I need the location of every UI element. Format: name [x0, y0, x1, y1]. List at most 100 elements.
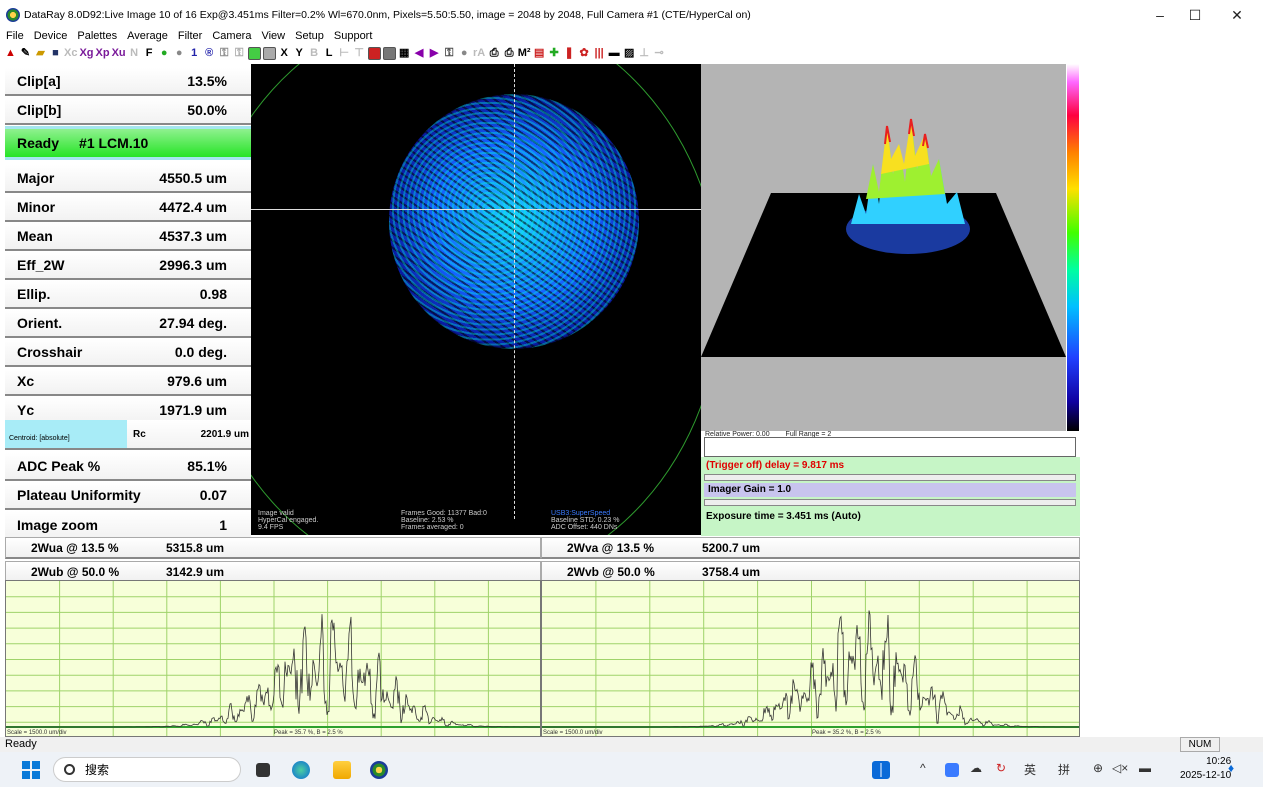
edge-browser-icon[interactable]: [292, 761, 310, 779]
ready-status-row[interactable]: Ready #1 LCM.10: [5, 126, 251, 160]
settings-icon[interactable]: ✿: [579, 47, 589, 59]
profile-plot-u[interactable]: Scale = 1500.0 um/div Peak = 35.7 %, B =…: [5, 580, 541, 737]
crosshair-icon[interactable]: ✚: [549, 47, 559, 59]
major-row[interactable]: Major 4550.5 um: [5, 165, 251, 193]
ra-button[interactable]: rA: [473, 47, 486, 59]
weight-icon[interactable]: ⊥: [639, 47, 649, 59]
ellip-row[interactable]: Ellip. 0.98: [5, 281, 251, 309]
x-button[interactable]: X: [280, 47, 288, 59]
notification-bell-icon[interactable]: ♦: [1228, 761, 1235, 775]
trigger-delay-slider[interactable]: [704, 474, 1076, 481]
close-button[interactable]: ✕: [1231, 6, 1243, 23]
menu-view[interactable]: View: [261, 30, 286, 42]
ime-lang-indicator[interactable]: 英: [1024, 763, 1037, 777]
graph-icon[interactable]: ▨: [623, 47, 635, 59]
ime-mode-indicator[interactable]: 拼: [1058, 763, 1071, 777]
green-square-icon[interactable]: [247, 47, 261, 60]
b-button[interactable]: B: [310, 47, 319, 59]
chevron-up-icon[interactable]: ^: [920, 761, 926, 775]
arrow-left-icon[interactable]: ◀: [414, 47, 424, 59]
pencil-icon[interactable]: ✎: [20, 47, 31, 59]
arrow-right-icon[interactable]: ▶: [429, 47, 439, 59]
mean-row[interactable]: Mean 4537.3 um: [5, 223, 251, 251]
xp-button[interactable]: Xp: [95, 47, 110, 59]
open-folder-icon[interactable]: ▰: [36, 47, 45, 59]
gray-circle-icon[interactable]: ●: [175, 47, 183, 59]
xg-button[interactable]: Xg: [79, 47, 94, 59]
speaker-muted-icon[interactable]: ◁×: [1112, 761, 1129, 775]
save-disk-icon[interactable]: ■: [52, 47, 59, 59]
wub-row[interactable]: 2Wub @ 50.0 % 3142.9 um: [5, 561, 541, 583]
color-bar-icon[interactable]: ▬: [608, 47, 620, 59]
wua-row[interactable]: 2Wua @ 13.5 % 5315.8 um: [5, 537, 541, 559]
task-view-icon[interactable]: [256, 763, 270, 777]
battery-icon[interactable]: ▬: [1139, 761, 1151, 775]
crosshair-vertical[interactable]: [514, 64, 515, 519]
bars-icon[interactable]: |||: [594, 47, 604, 59]
unlock-icon[interactable]: ⚿: [234, 47, 244, 59]
menu-setup[interactable]: Setup: [295, 30, 324, 42]
menu-support[interactable]: Support: [333, 30, 373, 42]
f-button[interactable]: F: [145, 47, 153, 59]
sync-icon[interactable]: ↻: [996, 761, 1007, 775]
clock[interactable]: 10:26 2025-12-10: [1180, 755, 1231, 783]
menu-palettes[interactable]: Palettes: [77, 30, 118, 42]
adc-peak-row[interactable]: ADC Peak % 85.1%: [5, 453, 251, 481]
one-button[interactable]: 1: [191, 47, 198, 59]
widgets-icon[interactable]: [872, 761, 890, 779]
grid-icon[interactable]: ▦: [398, 47, 410, 59]
r-circle-icon[interactable]: ®: [205, 47, 214, 59]
xc-row[interactable]: Xc 979.6 um: [5, 368, 251, 396]
bracket-v-icon[interactable]: ⊤: [354, 47, 364, 59]
minor-row[interactable]: Minor 4472.4 um: [5, 194, 251, 222]
clip-b-row[interactable]: Clip[b] 50.0%: [5, 97, 251, 125]
y-button[interactable]: Y: [295, 47, 303, 59]
dataray-taskbar-icon[interactable]: [370, 761, 388, 779]
crosshair-row[interactable]: Crosshair 0.0 deg.: [5, 339, 251, 367]
chart-icon[interactable]: ▤: [533, 47, 545, 59]
centroid-mode-label[interactable]: Centroid: [absolute]: [5, 420, 127, 448]
beam-image-view[interactable]: Image valid HyperCal engaged. 9.4 FPS Fr…: [251, 64, 701, 535]
centroid-row[interactable]: Centroid: [absolute] Rc 2201.9 um: [5, 420, 251, 450]
file-explorer-icon[interactable]: [333, 761, 351, 779]
plateau-row[interactable]: Plateau Uniformity 0.07: [5, 482, 251, 510]
menu-average[interactable]: Average: [127, 30, 168, 42]
m2-button[interactable]: M²: [517, 47, 531, 59]
green-circle-icon[interactable]: ●: [160, 47, 168, 59]
eff-2w-row[interactable]: Eff_2W 2996.3 um: [5, 252, 251, 280]
xu-button[interactable]: Xu: [111, 47, 126, 59]
maximize-button[interactable]: ☐: [1188, 6, 1202, 23]
network-icon[interactable]: ⊕: [1093, 761, 1104, 775]
record-icon[interactable]: ●: [460, 47, 468, 59]
zoom-row[interactable]: Image zoom 1: [5, 511, 251, 539]
red-grid-icon[interactable]: [367, 47, 381, 60]
menu-filter[interactable]: Filter: [177, 30, 203, 42]
taskbar-search[interactable]: 搜索: [53, 757, 241, 782]
print-preview-icon[interactable]: ⎙: [504, 47, 514, 59]
dark-grid-icon[interactable]: [382, 47, 396, 60]
gray-square-icon[interactable]: [262, 47, 276, 60]
minimize-button[interactable]: –: [1156, 7, 1164, 23]
thermometer-icon[interactable]: ❚: [564, 47, 574, 59]
print-icon[interactable]: ⎙: [489, 47, 499, 59]
lock-icon[interactable]: ⚿: [219, 47, 229, 59]
crosshair-horizontal[interactable]: [251, 209, 701, 210]
l-button[interactable]: L: [325, 47, 333, 59]
menu-file[interactable]: File: [6, 30, 24, 42]
profile-plot-v[interactable]: Scale = 1500.0 um/div Peak = 35.2 %, B =…: [541, 580, 1080, 737]
imager-gain-slider[interactable]: [704, 499, 1076, 506]
camera-lock-icon[interactable]: ⚿: [444, 47, 454, 59]
wva-row[interactable]: 2Wva @ 13.5 % 5200.7 um: [541, 537, 1080, 559]
clip-a-row[interactable]: Clip[a] 13.5%: [5, 68, 251, 96]
pin-icon[interactable]: ⊸: [654, 47, 664, 59]
arrow-up-icon[interactable]: ▲: [5, 47, 16, 59]
cloud-off-icon[interactable]: ☁: [970, 761, 982, 775]
ai-tray-icon[interactable]: [945, 763, 959, 777]
menu-camera[interactable]: Camera: [212, 30, 252, 42]
n-button[interactable]: N: [130, 47, 139, 59]
menu-device[interactable]: Device: [33, 30, 68, 42]
bracket-h-icon[interactable]: ⊢: [339, 47, 349, 59]
3d-beam-view[interactable]: [701, 64, 1066, 431]
orient-row[interactable]: Orient. 27.94 deg.: [5, 310, 251, 338]
xc-button[interactable]: Xc: [64, 47, 78, 59]
